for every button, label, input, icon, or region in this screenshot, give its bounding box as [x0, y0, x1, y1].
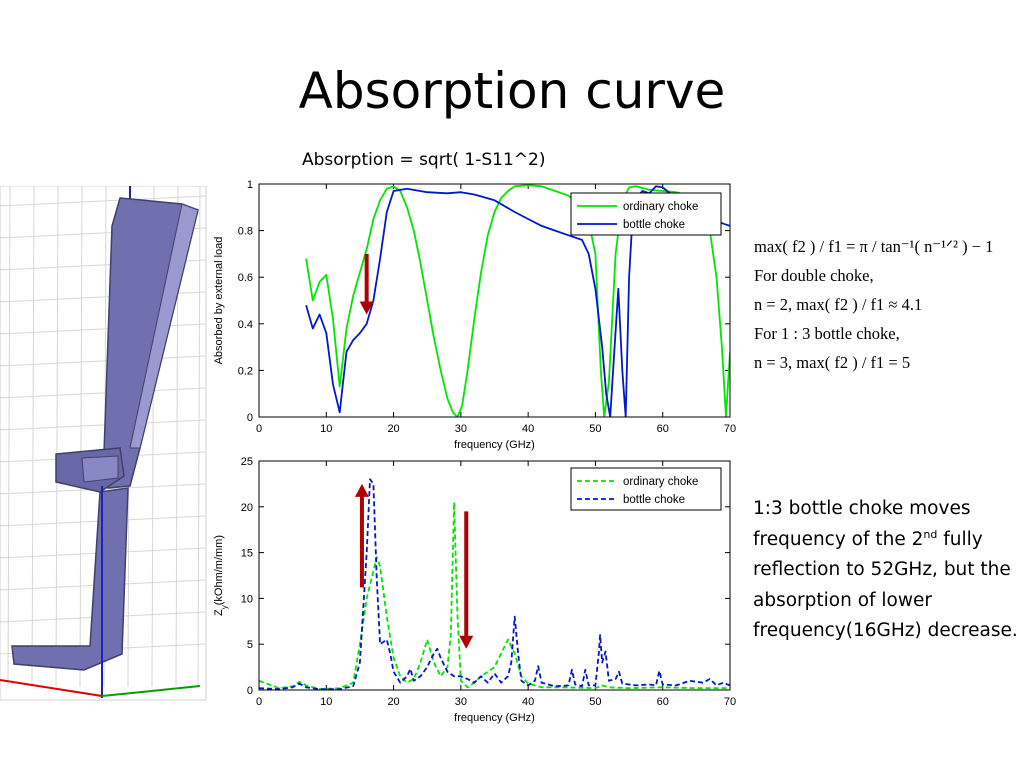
y-tick-label: 0 — [247, 685, 253, 697]
x-tick-label: 10 — [320, 696, 332, 708]
y-axis-label: Absorbed by external load — [213, 237, 225, 365]
y-tick-label: 0 — [247, 412, 253, 424]
explanation-note: 1:3 bottle choke moves frequency of the … — [753, 494, 1023, 647]
x-tick-label: 40 — [522, 423, 534, 435]
plot-frame — [258, 460, 731, 691]
series-lines — [259, 478, 730, 690]
annotations — [359, 253, 374, 315]
equation-line: n = 2, max( f2 ) / f1 ≈ 4.1 — [754, 295, 923, 314]
legend-entry: bottle choke — [623, 494, 685, 506]
note-text-1: 1:3 bottle choke moves frequency of the … — [753, 498, 971, 550]
y-tick-label: 0.6 — [238, 272, 253, 284]
impedance-chart: 0 10 20 30 40 50 60 70 0 5 10 15 20 25 frequency (GHz… — [213, 456, 736, 724]
page-title: Absorption curve — [298, 62, 726, 120]
annotations — [354, 483, 474, 649]
series-line-bottle-choke — [305, 185, 730, 417]
x-tick-label: 10 — [320, 423, 332, 435]
y-axis-label-sub: y — [220, 605, 229, 609]
y-tick-label: 5 — [247, 639, 253, 651]
model-leg — [11, 487, 129, 671]
y-tick-label: 1 — [247, 179, 253, 191]
y-tick-label: 0.2 — [238, 365, 253, 377]
series-line-ordinary-choke — [305, 184, 730, 417]
legend-box — [570, 192, 722, 236]
y-tick-label: 20 — [241, 502, 253, 514]
series-line-ordinary-choke — [259, 501, 730, 690]
y-axis-label-zy: Zy(kOhm/m/mm) — [213, 535, 229, 616]
legend: ordinary choke bottle choke — [570, 192, 722, 236]
equation-line: For 1 : 3 bottle choke, — [754, 324, 900, 343]
y-axis-label-main: Z — [213, 609, 225, 616]
model-axis-x — [0, 679, 103, 697]
equation-line: max( f2 ) / f1 = π / tan⁻¹( n⁻¹ᐟ² ) − 1 — [754, 237, 994, 256]
model-axis-y — [101, 685, 201, 697]
x-axis-label: frequency (GHz) — [454, 439, 535, 451]
legend-box — [570, 467, 722, 511]
note-superscript: nd — [923, 527, 938, 541]
x-tick-label: 30 — [455, 696, 467, 708]
x-tick-label: 0 — [256, 696, 262, 708]
absorption-chart: 0 10 20 30 40 50 60 70 0 0.2 0.4 0.6 0.8 1 frequency … — [213, 179, 736, 451]
model-grid — [0, 186, 207, 687]
series-line-bottle-choke — [259, 478, 730, 690]
legend: ordinary choke bottle choke — [570, 467, 722, 511]
x-tick-label: 60 — [657, 423, 669, 435]
annotation-arrow-head — [459, 635, 474, 649]
choke-3d-model-image — [0, 186, 207, 701]
annotation-arrow-head — [359, 301, 374, 315]
y-tick-label: 15 — [241, 548, 253, 560]
legend-entry: bottle choke — [623, 219, 685, 231]
equation-line: For double choke, — [754, 266, 874, 285]
y-tick-label: 10 — [241, 593, 253, 605]
legend-entry: ordinary choke — [623, 476, 698, 488]
model-bar-edge — [129, 203, 199, 449]
y-tick-label: 0.4 — [238, 319, 253, 331]
tick-labels: 0 10 20 30 40 50 60 70 0 0.2 0.4 0.6 0.8 1 — [238, 179, 736, 435]
equations-block: max( f2 ) / f1 = π / tan⁻¹( n⁻¹ᐟ² ) − 1 … — [754, 232, 993, 377]
y-axis-label-rest: (kOhm/m/mm) — [213, 535, 225, 605]
y-tick-label: 0.8 — [238, 226, 253, 238]
x-tick-label: 20 — [387, 696, 399, 708]
annotation-arrow-head — [354, 483, 369, 497]
tick-labels: 0 10 20 30 40 50 60 70 0 5 10 15 20 25 — [241, 456, 736, 708]
x-tick-label: 30 — [455, 423, 467, 435]
x-tick-label: 70 — [724, 696, 736, 708]
y-tick-label: 25 — [241, 456, 253, 468]
x-tick-label: 50 — [589, 423, 601, 435]
x-tick-label: 50 — [589, 696, 601, 708]
grid-ticks — [258, 460, 731, 691]
x-tick-label: 60 — [657, 696, 669, 708]
legend-entry: ordinary choke — [623, 201, 698, 213]
plot-frame — [258, 183, 731, 418]
absorption-formula: Absorption = sqrt( 1-S11^2) — [302, 150, 546, 170]
series-lines — [305, 184, 730, 417]
note-text-2: fully reflection to 52GHz, but the absor… — [753, 528, 1018, 642]
x-tick-label: 70 — [724, 423, 736, 435]
equation-line: n = 3, max( f2 ) / f1 = 5 — [754, 353, 911, 372]
x-tick-label: 20 — [387, 423, 399, 435]
x-axis-label: frequency (GHz) — [454, 712, 535, 724]
x-tick-label: 40 — [522, 696, 534, 708]
x-tick-label: 0 — [256, 423, 262, 435]
model-choke-face — [81, 455, 119, 483]
